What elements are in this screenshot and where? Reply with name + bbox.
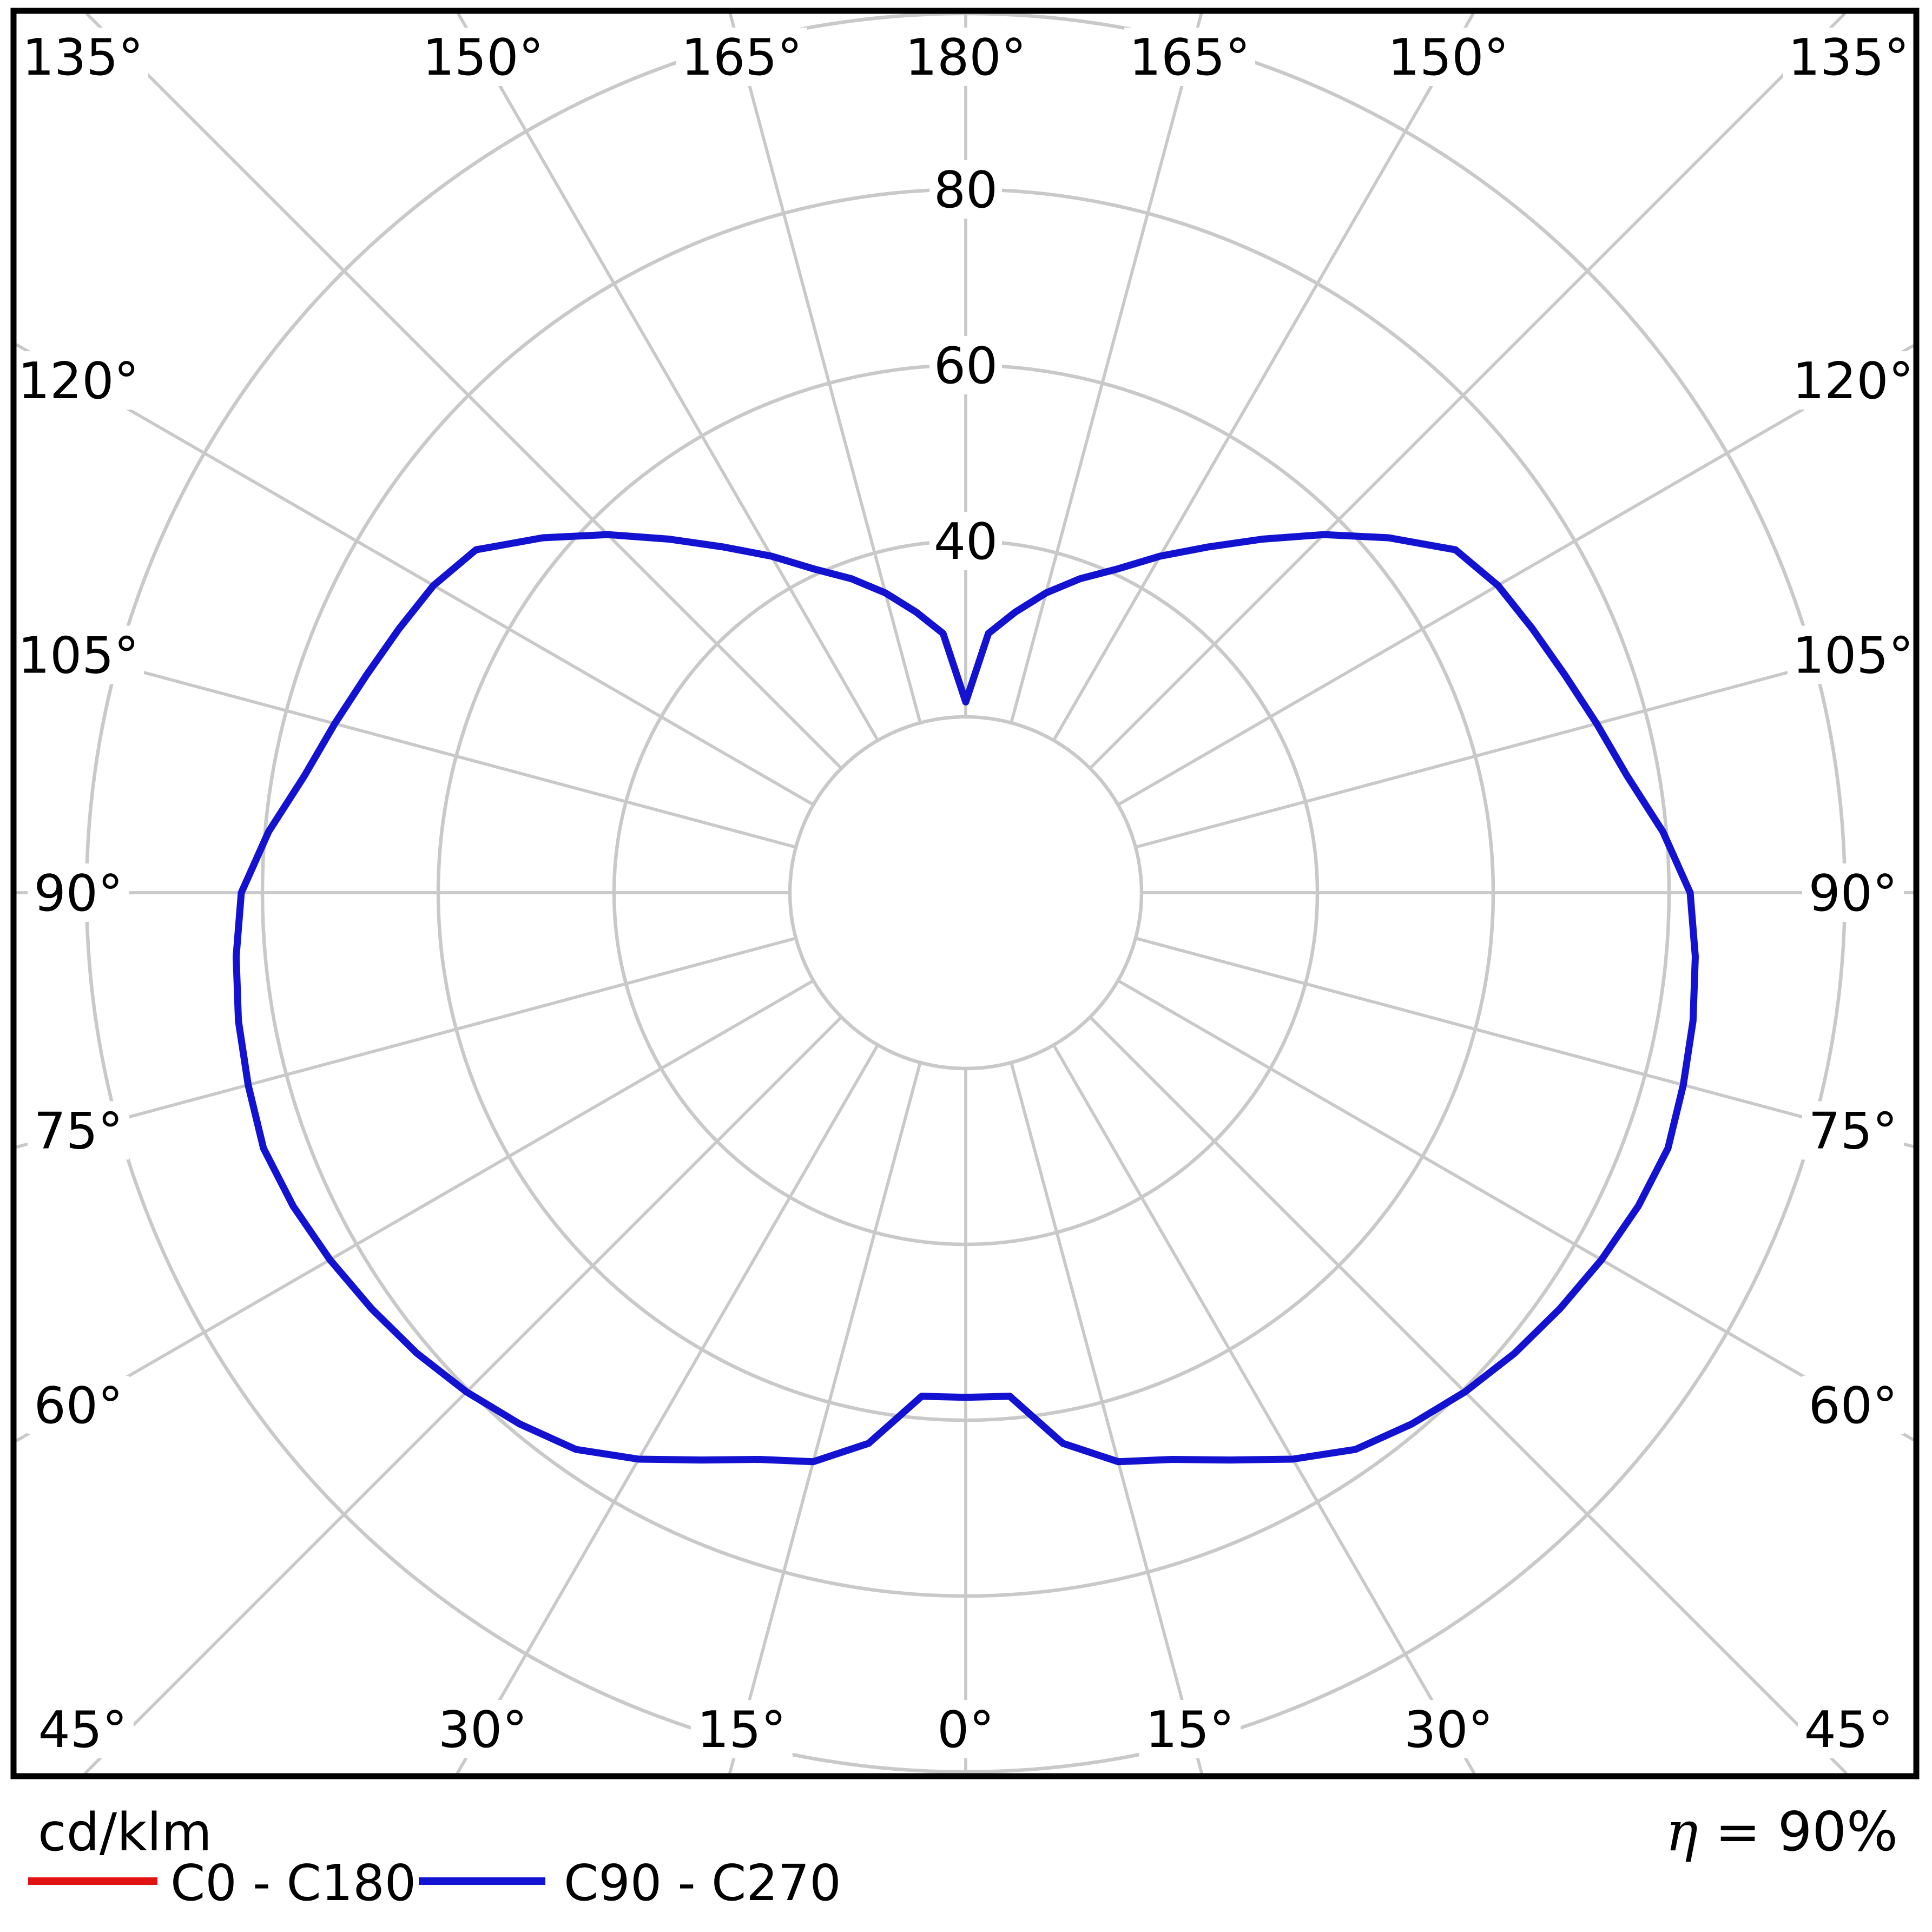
radial-label-60-bg — [929, 336, 1002, 394]
grid-ray-60 — [1117, 979, 1915, 1442]
grid-ray-30 — [1052, 1044, 1476, 1775]
grid-ray-255 — [16, 636, 796, 849]
grid-ray-75 — [1135, 937, 1914, 1149]
angle-label-top-1: 150° — [423, 28, 544, 87]
angle-label-right-2: 90° — [1809, 864, 1898, 922]
angle-label-top-4-bg — [1124, 28, 1255, 86]
radial-label-40-bg — [929, 512, 1002, 570]
angle-label-top-2: 165° — [681, 28, 802, 87]
angle-label-left-3-bg — [28, 1101, 129, 1160]
angle-label-right-2-bg — [1802, 863, 1904, 922]
angle-label-top-6-bg — [1783, 28, 1914, 86]
angle-label-left-2: 90° — [34, 864, 123, 922]
angle-label-left-4: 60° — [34, 1376, 123, 1435]
angle-label-left-0: 120° — [18, 352, 139, 410]
grid-ray-210 — [457, 12, 880, 741]
angle-label-bottom-5-bg — [1397, 1700, 1500, 1758]
grid-ray-195 — [728, 13, 922, 723]
angle-label-top-5-bg — [1383, 28, 1514, 86]
grid-ray-345 — [728, 1062, 922, 1774]
angle-label-right-0-bg — [1788, 351, 1918, 410]
angle-label-top-0: 135° — [22, 28, 143, 87]
angle-label-top-0-bg — [17, 28, 148, 86]
angle-label-right-1-bg — [1788, 625, 1918, 684]
legend: C0 - C180 C90 - C270 — [28, 1854, 841, 1912]
radial-tick-labels: 40 60 80 — [929, 160, 1002, 571]
eta-value: = 90% — [1698, 1800, 1898, 1863]
unit-label: cd/klm — [38, 1802, 212, 1863]
grid-ray-15 — [1010, 1062, 1204, 1774]
angle-label-bottom-4-bg — [1139, 1700, 1241, 1758]
angle-label-left-1-bg — [13, 625, 144, 684]
plot-border — [10, 8, 1920, 1779]
angle-label-top-4: 165° — [1129, 28, 1250, 87]
angle-label-bottom-3: 0° — [937, 1700, 994, 1759]
grid-ray-300 — [15, 979, 814, 1442]
angle-label-bottom-2: 15° — [697, 1700, 786, 1759]
angle-label-right-4-bg — [1802, 1375, 1904, 1434]
angle-label-bottom-6-bg — [1798, 1700, 1900, 1758]
angle-label-left-2-bg — [28, 863, 129, 922]
angle-label-left-3: 75° — [34, 1102, 123, 1160]
grid-ray-45 — [1089, 1016, 1848, 1775]
radial-label-80: 80 — [934, 161, 998, 219]
angle-label-right-1: 105° — [1792, 627, 1914, 685]
angle-labels: 135° 150° 165° 180° 165° 150° 135° 45° 30° 15° 0° 1… — [13, 28, 1918, 1759]
angle-label-top-2-bg — [676, 28, 808, 86]
grid-ray-240 — [15, 343, 814, 807]
angle-label-top-6: 135° — [1788, 28, 1909, 87]
angle-label-bottom-6: 45° — [1804, 1700, 1894, 1759]
angle-label-left-4-bg — [28, 1375, 129, 1434]
radial-label-60: 60 — [934, 337, 998, 395]
angle-label-top-3: 180° — [905, 28, 1026, 87]
angle-label-bottom-0-bg — [32, 1700, 134, 1758]
grid-ray-150 — [1052, 12, 1475, 741]
radial-label-80-bg — [929, 160, 1002, 219]
angle-label-left-0-bg — [13, 351, 144, 410]
legend-label-1: C90 - C270 — [564, 1854, 841, 1912]
angle-label-bottom-1-bg — [432, 1700, 534, 1758]
grid-ray-165 — [1010, 13, 1203, 723]
angle-label-right-3: 75° — [1809, 1102, 1898, 1160]
efficiency-label: η = 90% — [1665, 1800, 1898, 1863]
angle-label-top-5: 150° — [1388, 28, 1509, 87]
angle-label-top-3-bg — [900, 28, 1031, 86]
angle-label-bottom-0: 45° — [38, 1700, 128, 1759]
grid-ray-330 — [456, 1044, 880, 1775]
angle-label-top-1-bg — [417, 28, 549, 86]
grid-ray-135 — [1089, 12, 1847, 770]
angle-label-bottom-3-bg — [929, 1700, 1002, 1758]
grid-ray-105 — [1135, 637, 1914, 849]
grid-ray-120 — [1117, 344, 1915, 807]
grid-ray-225 — [85, 12, 843, 770]
legend-label-0: C0 - C180 — [170, 1854, 416, 1912]
curves — [233, 531, 1699, 1466]
eta-symbol: η — [1665, 1800, 1698, 1863]
angle-label-bottom-2-bg — [690, 1700, 793, 1758]
angle-label-right-4: 60° — [1809, 1376, 1898, 1435]
angle-label-right-0: 120° — [1792, 352, 1914, 410]
angle-label-bottom-4: 15° — [1145, 1700, 1235, 1759]
grid-ray-315 — [83, 1016, 843, 1775]
angle-label-left-1: 105° — [18, 627, 139, 685]
angle-label-bottom-5: 30° — [1404, 1700, 1493, 1759]
series-curve-1-c90-c270 — [233, 531, 1699, 1466]
grid-ray-285 — [16, 937, 796, 1149]
radial-label-40: 40 — [934, 512, 998, 571]
angle-label-bottom-1: 30° — [438, 1700, 527, 1759]
angle-label-right-3-bg — [1802, 1101, 1904, 1160]
